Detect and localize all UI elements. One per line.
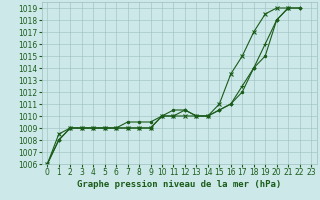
X-axis label: Graphe pression niveau de la mer (hPa): Graphe pression niveau de la mer (hPa) <box>77 180 281 189</box>
